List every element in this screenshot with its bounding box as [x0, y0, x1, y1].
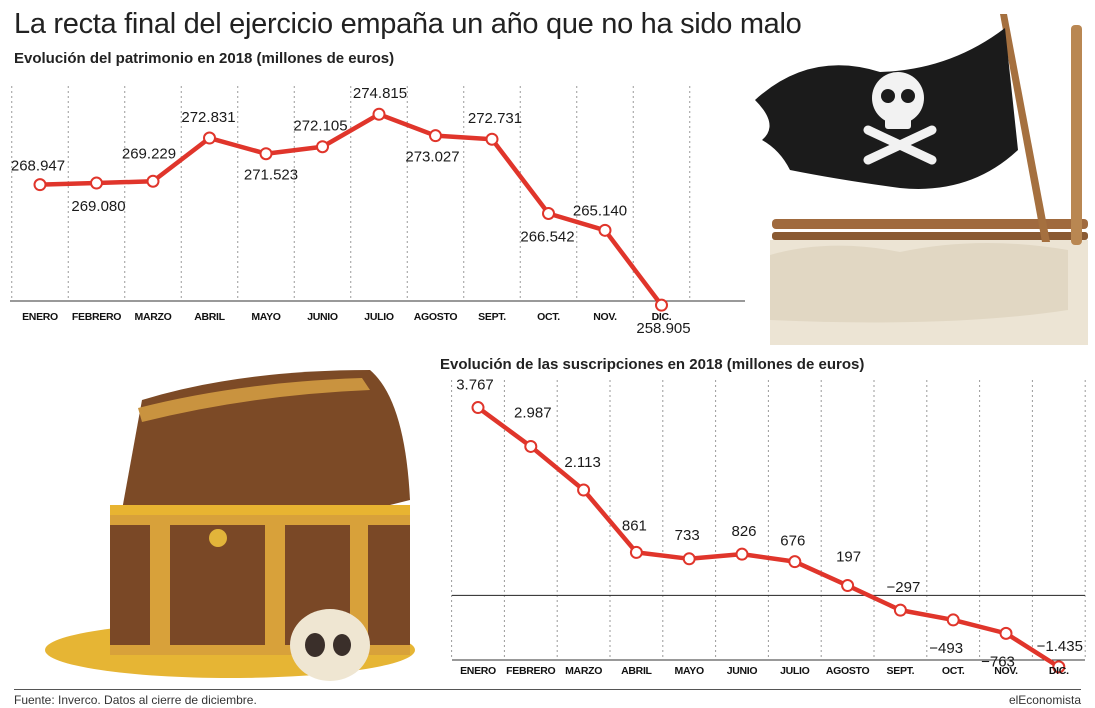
- tick-label: NOV.: [593, 311, 617, 323]
- data-point: [372, 107, 386, 121]
- data-point: [429, 129, 442, 143]
- data-point: [33, 178, 47, 192]
- data-label: −493: [929, 640, 963, 657]
- data-label: 2.987: [514, 404, 552, 421]
- treasure-chest-icon: [45, 370, 415, 681]
- chart-title: La recta final del ejercicio empaña un a…: [14, 8, 802, 40]
- data-label: 271.523: [244, 167, 298, 184]
- data-label: −1.435: [1037, 638, 1083, 655]
- series-line: [476, 405, 1061, 669]
- data-point: [788, 555, 802, 569]
- tick-label: JUNIO: [727, 665, 758, 677]
- brand-logo: elEconomista: [1008, 693, 1081, 707]
- tick-label: DIC.: [1049, 665, 1069, 677]
- data-label: 733: [675, 527, 700, 544]
- data-label: −763: [981, 653, 1015, 670]
- data-label: 861: [622, 517, 647, 534]
- data-point: [1052, 660, 1066, 674]
- data-point: [524, 439, 538, 453]
- data-point: [577, 483, 591, 497]
- data-point: [946, 613, 960, 627]
- tick-label: ABRIL: [621, 665, 652, 677]
- data-point: [316, 140, 329, 154]
- data-point: [893, 603, 907, 617]
- data-label: 269.229: [122, 145, 176, 162]
- tick-label: SEPT.: [887, 665, 915, 677]
- data-point: [655, 298, 668, 312]
- data-point: [90, 176, 103, 190]
- tick-label: MARZO: [135, 311, 172, 323]
- data-point: [735, 547, 749, 561]
- data-label: 272.105: [293, 118, 347, 135]
- tick-label: AGOSTO: [826, 665, 870, 677]
- tick-label: JULIO: [780, 665, 810, 677]
- data-label: 272.731: [468, 110, 522, 127]
- tick-label: SEPT.: [478, 311, 506, 323]
- tick-label: AGOSTO: [414, 311, 458, 323]
- data-point: [259, 147, 273, 161]
- data-point: [542, 206, 555, 220]
- data-label: 273.027: [405, 149, 459, 166]
- tick-label: ENERO: [460, 665, 496, 677]
- data-label: 266.542: [520, 228, 574, 245]
- data-label: 268.947: [11, 158, 65, 175]
- data-label: 2.113: [564, 454, 600, 471]
- data-label: 265.140: [573, 202, 627, 219]
- data-point: [485, 132, 499, 146]
- data-label: 676: [780, 533, 805, 550]
- data-point: [841, 579, 855, 593]
- series-line: [39, 111, 664, 307]
- patrimonio-chart-title: Evolución del patrimonio en 2018 (millon…: [14, 50, 395, 67]
- tick-label: MAYO: [675, 665, 704, 677]
- tick-label: DIC.: [652, 311, 672, 323]
- suscripciones-chart-title: Evolución de las suscripciones en 2018 (…: [440, 356, 865, 373]
- tick-label: MARZO: [565, 665, 602, 677]
- tick-label: JUNIO: [307, 311, 338, 323]
- data-label: 258.905: [636, 320, 690, 337]
- tick-label: OCT.: [942, 665, 965, 677]
- data-point: [146, 174, 160, 188]
- data-label: 3.767: [456, 377, 494, 394]
- data-label: −297: [887, 579, 921, 596]
- source-note: Fuente: Inverco. Datos al cierre de dici…: [14, 693, 257, 707]
- data-point: [999, 626, 1013, 640]
- tick-label: JULIO: [364, 311, 394, 323]
- data-point: [598, 223, 612, 237]
- data-label: 272.831: [181, 109, 235, 126]
- data-point: [682, 552, 696, 566]
- data-point: [471, 401, 485, 415]
- footer-divider: [14, 689, 1081, 690]
- tick-label: ENERO: [22, 311, 58, 323]
- tick-label: ABRIL: [194, 311, 225, 323]
- tick-label: MAYO: [251, 311, 280, 323]
- data-label: 274.815: [353, 85, 407, 102]
- data-label: 269.080: [71, 198, 125, 215]
- data-label: 197: [836, 549, 861, 566]
- tick-label: FEBRERO: [506, 665, 555, 677]
- pirate-flag-icon: [755, 14, 1088, 345]
- data-point: [629, 545, 643, 559]
- tick-label: FEBRERO: [72, 311, 121, 323]
- data-label: 826: [731, 523, 756, 540]
- tick-label: NOV.: [994, 665, 1018, 677]
- tick-label: OCT.: [537, 311, 560, 323]
- data-point: [203, 131, 216, 145]
